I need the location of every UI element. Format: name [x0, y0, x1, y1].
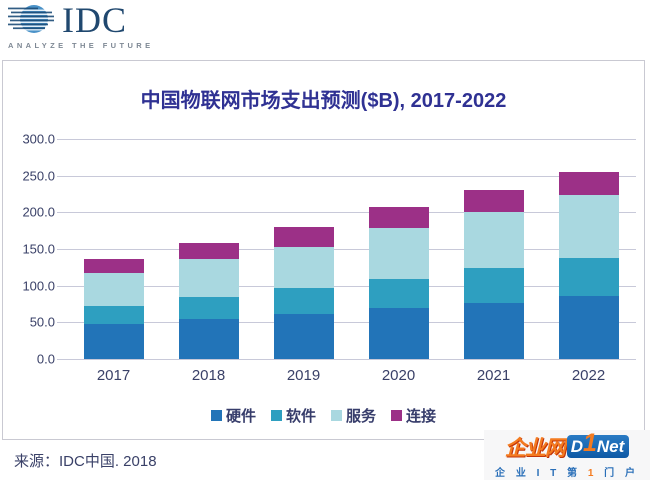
gridline	[66, 285, 636, 287]
d1net-logo: 企业网 D 1 Net	[484, 431, 650, 462]
plot-area	[57, 139, 636, 360]
legend-label: 硬件	[225, 408, 256, 425]
bar-segment-软件	[463, 268, 524, 304]
d1net-brand-cn: 企业网	[504, 436, 566, 460]
bar-segment-服务	[178, 259, 239, 298]
bar-column	[273, 139, 334, 359]
idc-wordmark: IDC	[62, 0, 127, 40]
y-axis-tick	[57, 322, 66, 324]
bar-segment-服务	[273, 246, 334, 288]
gridline	[66, 359, 636, 360]
bar-segment-连接	[83, 258, 144, 274]
bar-segment-软件	[83, 306, 144, 324]
bar-segment-服务	[83, 273, 144, 307]
y-axis-tick-label: 150.0	[22, 241, 55, 257]
bar-segment-硬件	[368, 308, 429, 359]
legend-item: 服务	[331, 405, 376, 426]
y-axis-tick-label: 250.0	[22, 168, 55, 184]
y-axis-tick	[57, 285, 66, 287]
d1net-slogan-prefix: 企 业 I T 第	[495, 468, 588, 479]
bar-slot	[161, 139, 256, 359]
bar-column	[558, 139, 619, 359]
legend-item: 硬件	[210, 405, 256, 426]
y-axis: 300.0 250.0 200.0 150.0 100.0 50.0 0.0	[3, 132, 55, 367]
bars-area	[66, 139, 636, 359]
d1net-slogan-digit: 1	[587, 468, 598, 479]
y-axis-tick	[57, 139, 66, 140]
idc-globe-icon	[8, 5, 54, 33]
bar-slot	[351, 139, 446, 359]
bar-segment-软件	[273, 287, 334, 315]
x-axis-tick-label: 2020	[381, 367, 416, 384]
bar-slot	[446, 139, 541, 359]
bar-slot	[66, 139, 161, 359]
y-axis-tick-label: 300.0	[22, 131, 55, 147]
y-axis-tick	[57, 249, 66, 250]
chart-panel: 中国物联网市场支出预测($B), 2017-2022 300.0 250.0 200…	[2, 60, 645, 440]
bar-segment-连接	[463, 190, 524, 213]
y-axis-tick	[57, 212, 66, 214]
d1net-digit-1: 1	[582, 429, 597, 457]
bar-column	[368, 139, 429, 359]
legend-swatch	[331, 410, 342, 421]
bar-segment-服务	[368, 227, 429, 280]
y-axis-tick	[57, 359, 66, 360]
gridline	[66, 175, 636, 177]
bar-segment-连接	[368, 207, 429, 228]
y-axis-tick-label: 50.0	[29, 314, 55, 330]
d1net-slogan: 企 业 I T 第 1 门 户	[484, 464, 650, 479]
d1net-brand-en: D 1 Net	[566, 429, 630, 458]
gridline	[66, 249, 636, 250]
x-axis-tick-label: 2021	[476, 367, 511, 384]
legend-swatch	[270, 410, 282, 421]
bar-segment-连接	[558, 172, 619, 195]
bar-column	[463, 139, 524, 359]
bar-segment-硬件	[273, 314, 334, 359]
y-axis-tick-label: 200.0	[22, 204, 55, 220]
bar-column	[178, 139, 239, 359]
idc-logo: IDC ANALYZE THE FUTURE	[8, 0, 154, 50]
gridline	[66, 212, 636, 214]
x-axis-tick-label: 2022	[571, 367, 606, 384]
bar-segment-服务	[558, 194, 619, 258]
legend-swatch	[210, 410, 222, 421]
x-axis: 2017 2018 2019 2020 2021 2022	[66, 367, 636, 384]
bar-column	[83, 139, 144, 359]
d1net-watermark: 企业网 D 1 Net 企 业 I T 第 1 门 户	[484, 430, 650, 480]
chart-title: 中国物联网市场支出预测($B), 2017-2022	[140, 90, 507, 112]
d1net-letters-net: Net	[596, 436, 625, 456]
bar-segment-硬件	[178, 319, 239, 359]
d1net-letter-d: D	[570, 436, 583, 456]
legend-item: 软件	[270, 405, 316, 426]
bar-segment-硬件	[463, 303, 524, 359]
legend-label: 服务	[346, 408, 377, 425]
x-axis-tick-label: 2018	[191, 367, 226, 384]
legend-label: 连接	[406, 408, 437, 425]
bar-segment-服务	[463, 212, 524, 269]
legend: 硬件 软件 服务 连接	[3, 405, 644, 426]
d1net-slogan-suffix: 门 户	[597, 468, 639, 479]
bar-segment-连接	[273, 227, 334, 247]
x-axis-tick-label: 2019	[286, 367, 321, 384]
idc-tagline: ANALYZE THE FUTURE	[8, 41, 154, 50]
gridline	[66, 139, 636, 140]
source-text: 来源：IDC中国. 2018	[14, 453, 157, 470]
bar-segment-连接	[178, 243, 239, 260]
bar-slot	[541, 139, 636, 359]
bar-segment-软件	[178, 297, 239, 320]
y-axis-tick-label: 0.0	[36, 351, 55, 367]
bar-slot	[256, 139, 351, 359]
legend-label: 软件	[285, 408, 316, 425]
bar-segment-软件	[368, 279, 429, 309]
legend-swatch	[391, 410, 403, 421]
x-axis-tick-label: 2017	[96, 367, 131, 384]
bar-segment-硬件	[558, 295, 619, 359]
y-axis-tick-label: 100.0	[22, 278, 55, 294]
bar-segment-硬件	[83, 323, 144, 359]
bar-segment-软件	[558, 257, 619, 296]
legend-item: 连接	[391, 405, 436, 426]
y-axis-tick	[57, 175, 66, 177]
gridline	[66, 322, 636, 324]
